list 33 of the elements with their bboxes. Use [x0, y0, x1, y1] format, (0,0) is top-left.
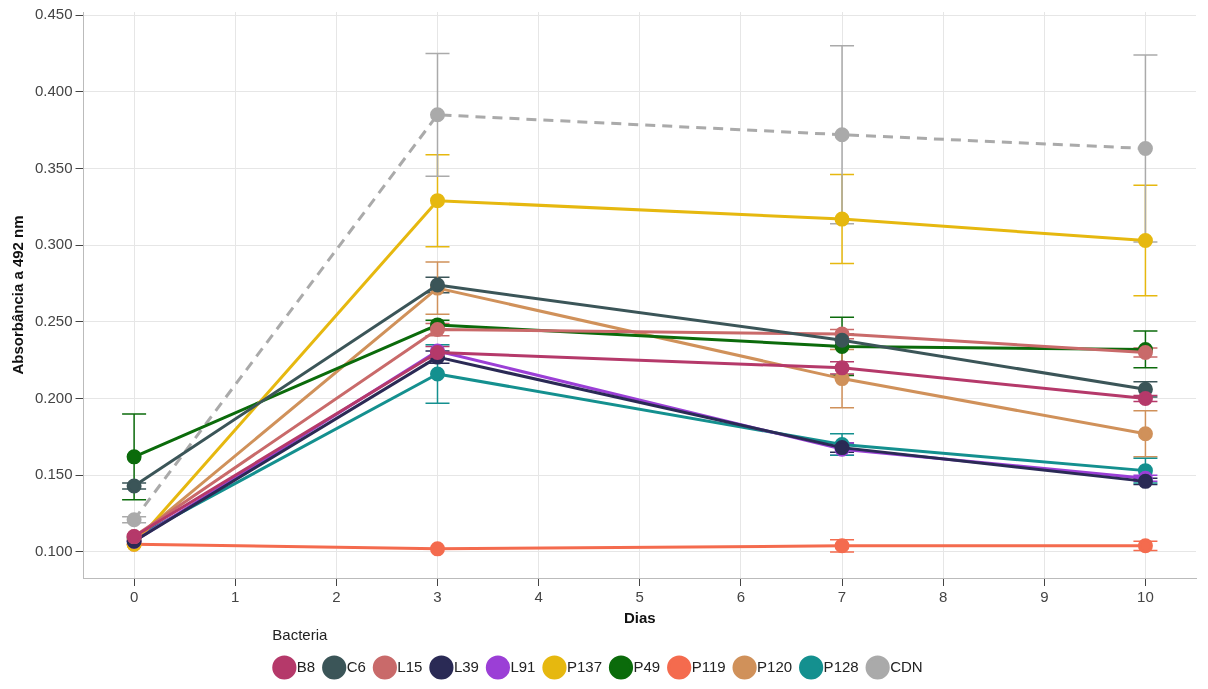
- legend-label: B8: [296, 657, 316, 675]
- x-tick-label: 1: [231, 588, 240, 606]
- y-tick-label: 0.400: [34, 81, 73, 99]
- x-axis-title: Dias: [623, 609, 656, 627]
- legend-label: P49: [633, 657, 661, 675]
- x-tick-label: 8: [939, 588, 948, 606]
- y-axis-title: Absorbância a 492 nm: [9, 215, 27, 375]
- legend-label: P128: [823, 657, 859, 675]
- y-tick-label: 0.100: [34, 542, 73, 560]
- legend-label: L91: [510, 657, 536, 675]
- legend-label: P137: [566, 657, 602, 675]
- y-tick-label: 0.300: [34, 235, 73, 253]
- x-tick-label: 3: [433, 588, 442, 606]
- x-tick-label: 0: [129, 588, 139, 606]
- legend-label: CDN: [890, 657, 923, 675]
- y-tick-label: 0.150: [34, 465, 73, 483]
- legend-label: L39: [453, 657, 479, 675]
- x-tick-label: 2: [332, 588, 341, 606]
- y-tick-label: 0.250: [34, 311, 73, 329]
- legend-label: C6: [346, 657, 366, 675]
- x-tick-label: 7: [837, 588, 847, 606]
- legend-label: P119: [691, 657, 726, 675]
- x-tick-label: 6: [736, 588, 746, 606]
- x-tick-label: 10: [1137, 588, 1154, 606]
- legend-title: Bacteria: [272, 625, 329, 643]
- y-tick-label: 0.450: [34, 5, 73, 23]
- x-tick-label: 9: [1040, 588, 1049, 606]
- x-tick-label: 4: [534, 588, 543, 606]
- x-tick-label: 5: [635, 588, 644, 606]
- legend-label: P120: [757, 657, 793, 675]
- legend-label: L15: [397, 657, 423, 675]
- y-tick-label: 0.350: [34, 158, 73, 176]
- y-tick-label: 0.200: [34, 388, 73, 406]
